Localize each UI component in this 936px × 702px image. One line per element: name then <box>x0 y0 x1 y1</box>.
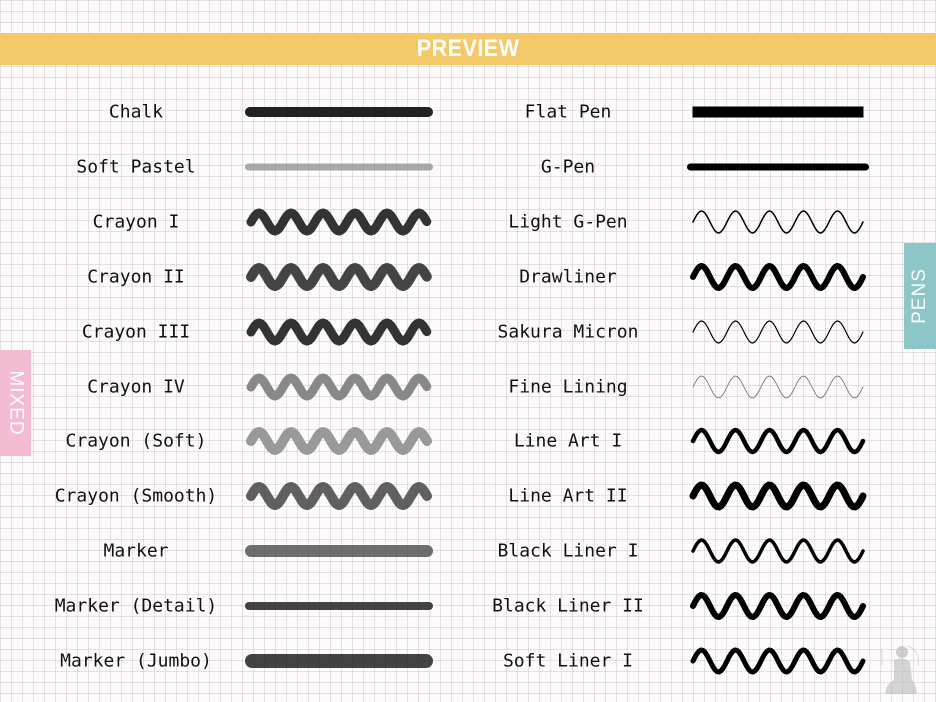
tab-pens[interactable]: PENS <box>904 243 936 349</box>
brush-stroke-preview[interactable] <box>687 586 869 626</box>
tab-mixed[interactable]: MIXED <box>0 350 31 456</box>
brush-stroke-preview[interactable] <box>245 641 433 681</box>
brush-stroke-preview[interactable] <box>245 147 433 187</box>
stroke-path <box>692 375 864 398</box>
stroke-path <box>246 482 432 511</box>
brush-label[interactable]: Marker <box>103 540 169 562</box>
stroke-path <box>692 210 864 234</box>
brush-label[interactable]: Light G-Pen <box>508 211 628 233</box>
preview-banner: PREVIEW <box>0 33 936 65</box>
brush-stroke-preview[interactable] <box>245 367 433 407</box>
brush-stroke-preview[interactable] <box>687 257 869 297</box>
brush-label[interactable]: Marker (Jumbo) <box>60 650 212 672</box>
brush-label[interactable]: Chalk <box>108 101 164 123</box>
brush-stroke-preview[interactable] <box>245 421 433 461</box>
stroke-path <box>246 262 432 291</box>
brush-label[interactable]: Line Art II <box>508 485 628 507</box>
brush-stroke-preview[interactable] <box>687 202 869 242</box>
brush-label[interactable]: Soft Pastel <box>76 156 196 178</box>
stroke-path <box>690 262 866 291</box>
brush-stroke-preview[interactable] <box>245 202 433 242</box>
brush-label[interactable]: Crayon III <box>81 321 191 343</box>
brush-stroke-preview[interactable] <box>687 367 869 407</box>
brush-stroke-preview[interactable] <box>245 531 433 571</box>
stroke-path <box>690 428 866 455</box>
brush-label[interactable]: G-Pen <box>540 156 596 178</box>
brush-stroke-preview[interactable] <box>687 147 869 187</box>
brush-label[interactable]: Sakura Micron <box>497 321 639 343</box>
brush-label[interactable]: Flat Pen <box>524 101 612 123</box>
brush-label[interactable]: Drawliner <box>519 266 617 288</box>
stroke-path <box>246 208 432 236</box>
brush-label[interactable]: Black Liner I <box>497 540 639 562</box>
brush-label[interactable]: Crayon IV <box>87 376 185 397</box>
stroke-path <box>246 427 432 456</box>
stroke-path <box>690 592 866 621</box>
brush-label[interactable]: Crayon II <box>87 266 185 288</box>
brush-stroke-preview[interactable] <box>687 531 869 571</box>
stroke-path <box>691 538 865 564</box>
stroke-path <box>692 319 864 344</box>
brush-stroke-preview[interactable] <box>245 312 433 352</box>
brush-label[interactable]: Crayon (Soft) <box>65 430 207 452</box>
stroke-path <box>246 373 432 400</box>
brush-label[interactable]: Black Liner II <box>492 595 644 617</box>
brush-stroke-preview[interactable] <box>245 257 433 297</box>
figure-with-candle-logo-icon <box>880 645 919 694</box>
brush-label[interactable]: Soft Liner I <box>502 650 634 672</box>
brush-stroke-preview[interactable] <box>687 641 869 681</box>
stroke-path <box>690 647 866 675</box>
brush-label[interactable]: Line Art I <box>513 430 623 452</box>
brush-stroke-preview[interactable] <box>687 476 869 516</box>
brush-label[interactable]: Marker (Detail) <box>54 595 218 617</box>
banner-title: PREVIEW <box>416 35 520 62</box>
brush-label[interactable]: Crayon (Smooth) <box>54 485 218 507</box>
stroke-path <box>689 481 867 511</box>
brush-label[interactable]: Crayon I <box>92 211 180 233</box>
brush-stroke-preview[interactable] <box>687 312 869 352</box>
stroke-path <box>246 318 432 346</box>
brush-stroke-preview[interactable] <box>245 92 433 132</box>
brush-stroke-preview[interactable] <box>245 586 433 626</box>
brush-stroke-preview[interactable] <box>245 476 433 516</box>
brush-label[interactable]: Fine Lining <box>508 376 628 397</box>
brush-stroke-preview[interactable] <box>687 421 869 461</box>
brush-stroke-preview[interactable] <box>687 92 869 132</box>
tab-pens-label: PENS <box>909 268 930 324</box>
